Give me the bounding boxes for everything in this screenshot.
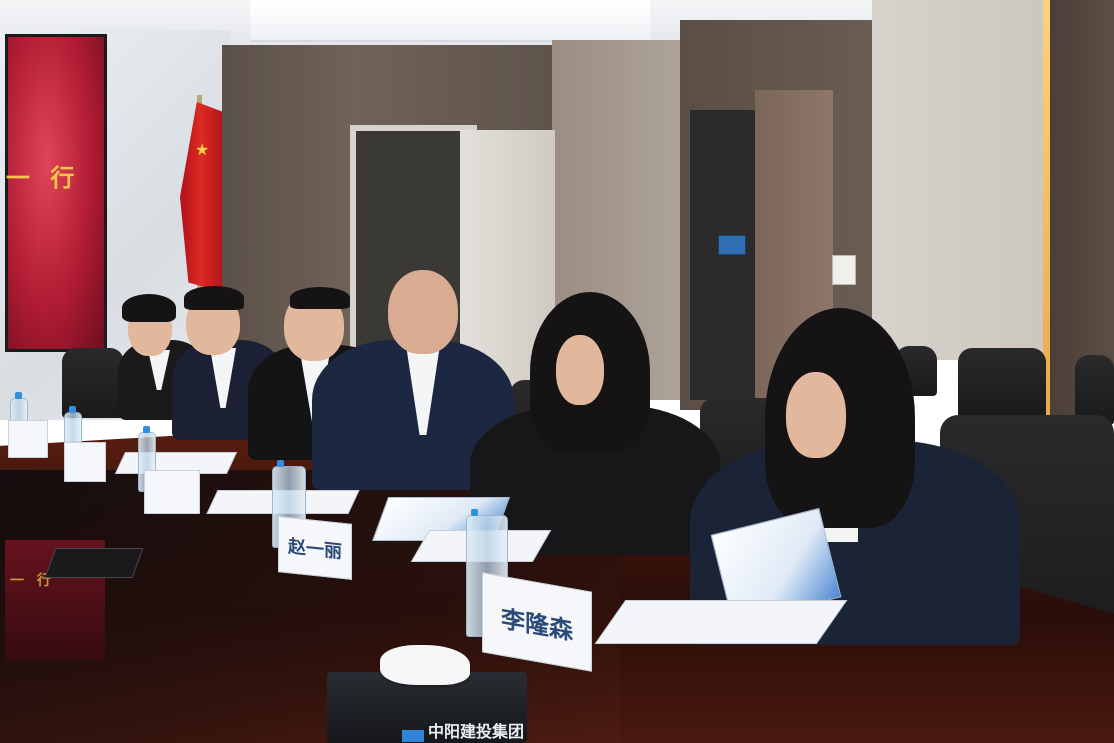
dark-door <box>690 110 760 400</box>
wood-pillar <box>1050 0 1114 420</box>
chair <box>958 348 1046 420</box>
screen-text: 一 行 <box>6 163 81 192</box>
ceiling-light <box>250 0 650 42</box>
name-card: 赵一丽 <box>278 516 352 580</box>
wall-light-strip <box>1043 0 1051 420</box>
tissue-box-brand: 中阳建投集团 <box>428 722 525 741</box>
document <box>594 600 848 644</box>
beige-wall-panel <box>872 0 1052 360</box>
wall-sign <box>718 235 746 255</box>
star-icon: ★ <box>195 140 210 159</box>
name-card <box>8 420 48 458</box>
light-switch <box>832 255 856 285</box>
table-outlet <box>44 548 144 578</box>
name-card <box>144 470 200 514</box>
chair <box>1075 355 1114 425</box>
screen-reflection-text: 一 行 <box>10 573 55 589</box>
brand-logo-icon <box>402 730 424 742</box>
name-card <box>64 442 106 482</box>
tissue <box>380 645 470 685</box>
display-screen <box>5 34 107 352</box>
